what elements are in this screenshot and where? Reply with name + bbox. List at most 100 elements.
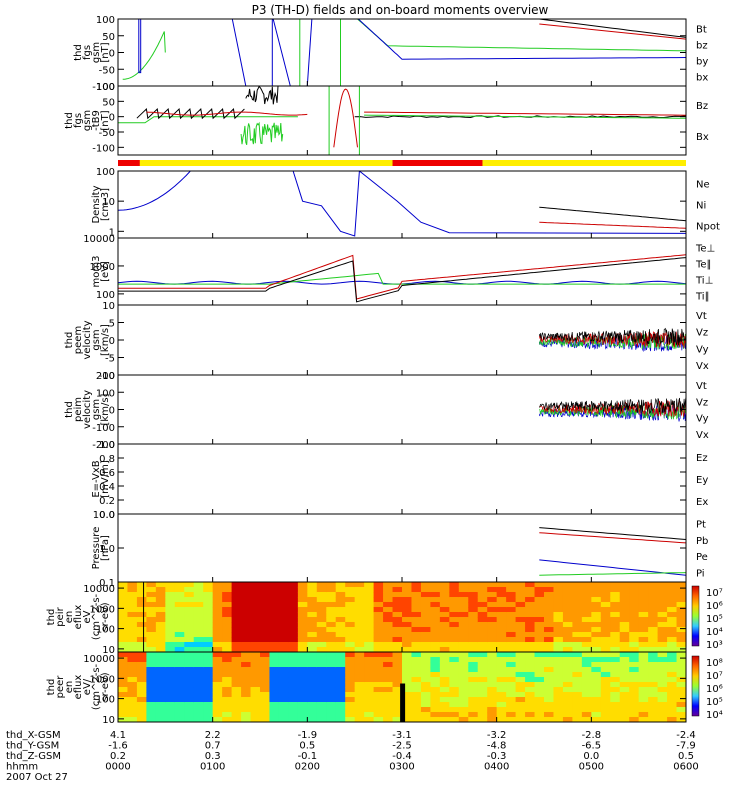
plot-area xyxy=(122,19,686,86)
spec-cell xyxy=(165,647,176,652)
spec-cell xyxy=(345,687,356,693)
spec-cell xyxy=(297,677,308,683)
spec-cell xyxy=(487,657,498,663)
spec-cell xyxy=(600,707,611,713)
spec-cell xyxy=(411,692,422,698)
y-axis-label: en xyxy=(64,681,75,694)
spec-cell xyxy=(345,637,356,643)
spec-cell xyxy=(231,677,242,683)
y-tick-label: 0 xyxy=(109,406,115,417)
spec-cell xyxy=(619,672,630,678)
spec-cell xyxy=(430,702,441,708)
x-axis-value: -2.4 xyxy=(676,730,696,741)
spec-cell xyxy=(525,712,536,718)
x-axis-value: -1.9 xyxy=(298,730,318,741)
spec-cell xyxy=(581,662,592,668)
spec-cell xyxy=(326,657,337,663)
spec-cell xyxy=(610,697,621,703)
spec-cell xyxy=(136,607,147,613)
spec-cell xyxy=(420,692,431,698)
spec-cell xyxy=(193,597,204,603)
spec-cell xyxy=(373,582,384,588)
spec-cell xyxy=(316,657,327,663)
colorbar-gradient xyxy=(691,585,700,647)
spec-cell xyxy=(449,627,460,633)
spec-cell xyxy=(250,612,261,618)
y-axis-label: gsm xyxy=(91,42,102,63)
spec-cell xyxy=(155,587,166,593)
spec-cell xyxy=(345,592,356,598)
spec-cell xyxy=(241,652,252,658)
spec-cell xyxy=(439,667,450,673)
spec-cell xyxy=(127,677,138,683)
spec-cell xyxy=(250,712,261,718)
spec-cell xyxy=(572,627,583,633)
spec-cell xyxy=(260,612,270,618)
spec-cell xyxy=(269,587,280,593)
spec-cell xyxy=(648,587,659,593)
spec-cell xyxy=(525,677,536,683)
spec-cell xyxy=(534,607,545,613)
spec-cell xyxy=(657,607,668,613)
spec-cell xyxy=(383,712,394,718)
spec-cell xyxy=(430,717,441,722)
spec-cell xyxy=(392,657,403,663)
spec-cell xyxy=(411,612,422,618)
spec-cell xyxy=(553,597,564,603)
spec-cell xyxy=(203,647,214,652)
colorbar-label: 10⁷ xyxy=(706,671,723,682)
spec-cell xyxy=(155,607,166,613)
spec-cell xyxy=(260,632,270,638)
spec-cell xyxy=(402,597,412,603)
spec-cell xyxy=(420,632,431,638)
spec-cell xyxy=(477,707,488,713)
spec-cell xyxy=(487,622,498,628)
spec-cell xyxy=(184,622,195,628)
spec-cell xyxy=(278,632,289,638)
spec-cell xyxy=(420,622,431,628)
spec-cell xyxy=(477,612,488,618)
spec-cell xyxy=(591,672,602,678)
spec-cell xyxy=(600,682,611,688)
date-label: 2007 Oct 27 xyxy=(6,772,68,783)
series-ne xyxy=(539,221,686,229)
spec-cell xyxy=(676,642,686,648)
spec-cell xyxy=(648,682,659,688)
spec-cell xyxy=(307,607,318,613)
spec-cell xyxy=(212,597,223,603)
spec-cell xyxy=(241,682,252,688)
spec-cell xyxy=(354,607,365,613)
spec-cell xyxy=(676,692,686,698)
spec-cell xyxy=(288,672,299,678)
spec-cell xyxy=(193,677,204,683)
spec-cell xyxy=(430,712,441,718)
spec-cell xyxy=(155,687,166,693)
spec-cell xyxy=(364,597,375,603)
spec-cell xyxy=(439,707,450,713)
spec-cell xyxy=(525,582,536,588)
spec-cell xyxy=(354,657,365,663)
series-npot xyxy=(118,171,192,211)
spec-cell xyxy=(326,652,337,658)
spec-cell xyxy=(364,697,375,703)
spec-cell xyxy=(477,697,488,703)
spec-cell xyxy=(581,697,592,703)
spec-cell xyxy=(364,642,375,648)
spec-cell xyxy=(203,597,214,603)
spec-cell xyxy=(222,637,233,643)
spec-cell xyxy=(411,647,422,652)
spec-cell xyxy=(534,587,545,593)
spec-cell xyxy=(610,662,621,668)
spec-cell xyxy=(420,637,431,643)
spec-cell xyxy=(525,687,536,693)
spec-cell xyxy=(335,672,346,678)
spec-cell xyxy=(392,632,403,638)
spec-cell xyxy=(506,697,517,703)
spec-cell xyxy=(193,687,204,693)
spec-cell xyxy=(297,717,308,722)
spec-cell xyxy=(544,692,554,698)
y-axis-label: Density xyxy=(91,185,102,223)
spec-cell xyxy=(155,697,166,703)
spec-cell xyxy=(553,697,564,703)
y-axis-label: (cm^2-s- xyxy=(91,593,102,640)
